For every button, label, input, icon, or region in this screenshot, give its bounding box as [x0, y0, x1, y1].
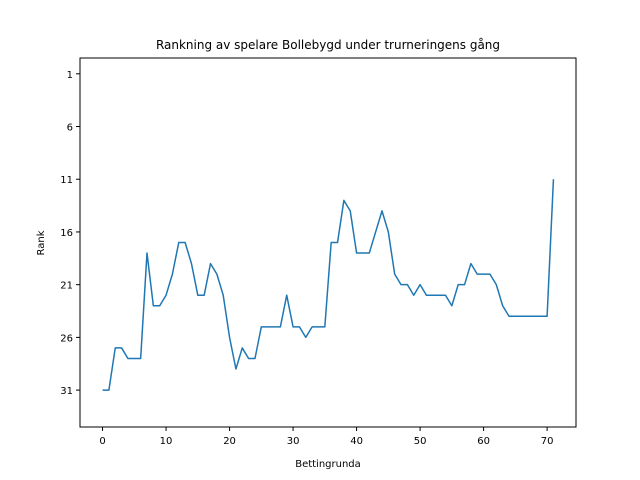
y-tick-label: 16: [60, 228, 73, 239]
rank-series-line: [102, 179, 555, 391]
y-axis-label: Rank: [36, 230, 47, 255]
y-tick-label: 6: [67, 123, 73, 134]
x-tick-label: 0: [99, 436, 105, 447]
x-axis-label: Bettingrunda: [295, 459, 361, 470]
x-tick-label: 50: [414, 436, 427, 447]
x-tick-label: 30: [287, 436, 300, 447]
y-tick-label: 1: [67, 70, 73, 81]
y-tick-label: 21: [60, 281, 73, 292]
y-tick-label: 31: [60, 386, 73, 397]
chart-title: Rankning av spelare Bollebygd under trur…: [156, 38, 500, 52]
x-tick-label: 70: [541, 436, 554, 447]
y-tick-label: 11: [60, 175, 73, 186]
y-tick-label: 26: [60, 333, 73, 344]
plot-area: [102, 179, 555, 391]
x-axis: 0 10 20 30 40 50 60 70: [99, 427, 553, 447]
plot-frame: [79, 57, 577, 428]
x-tick-label: 40: [350, 436, 363, 447]
x-tick-label: 60: [477, 436, 490, 447]
x-tick-label: 20: [223, 436, 236, 447]
x-tick-label: 10: [160, 436, 173, 447]
